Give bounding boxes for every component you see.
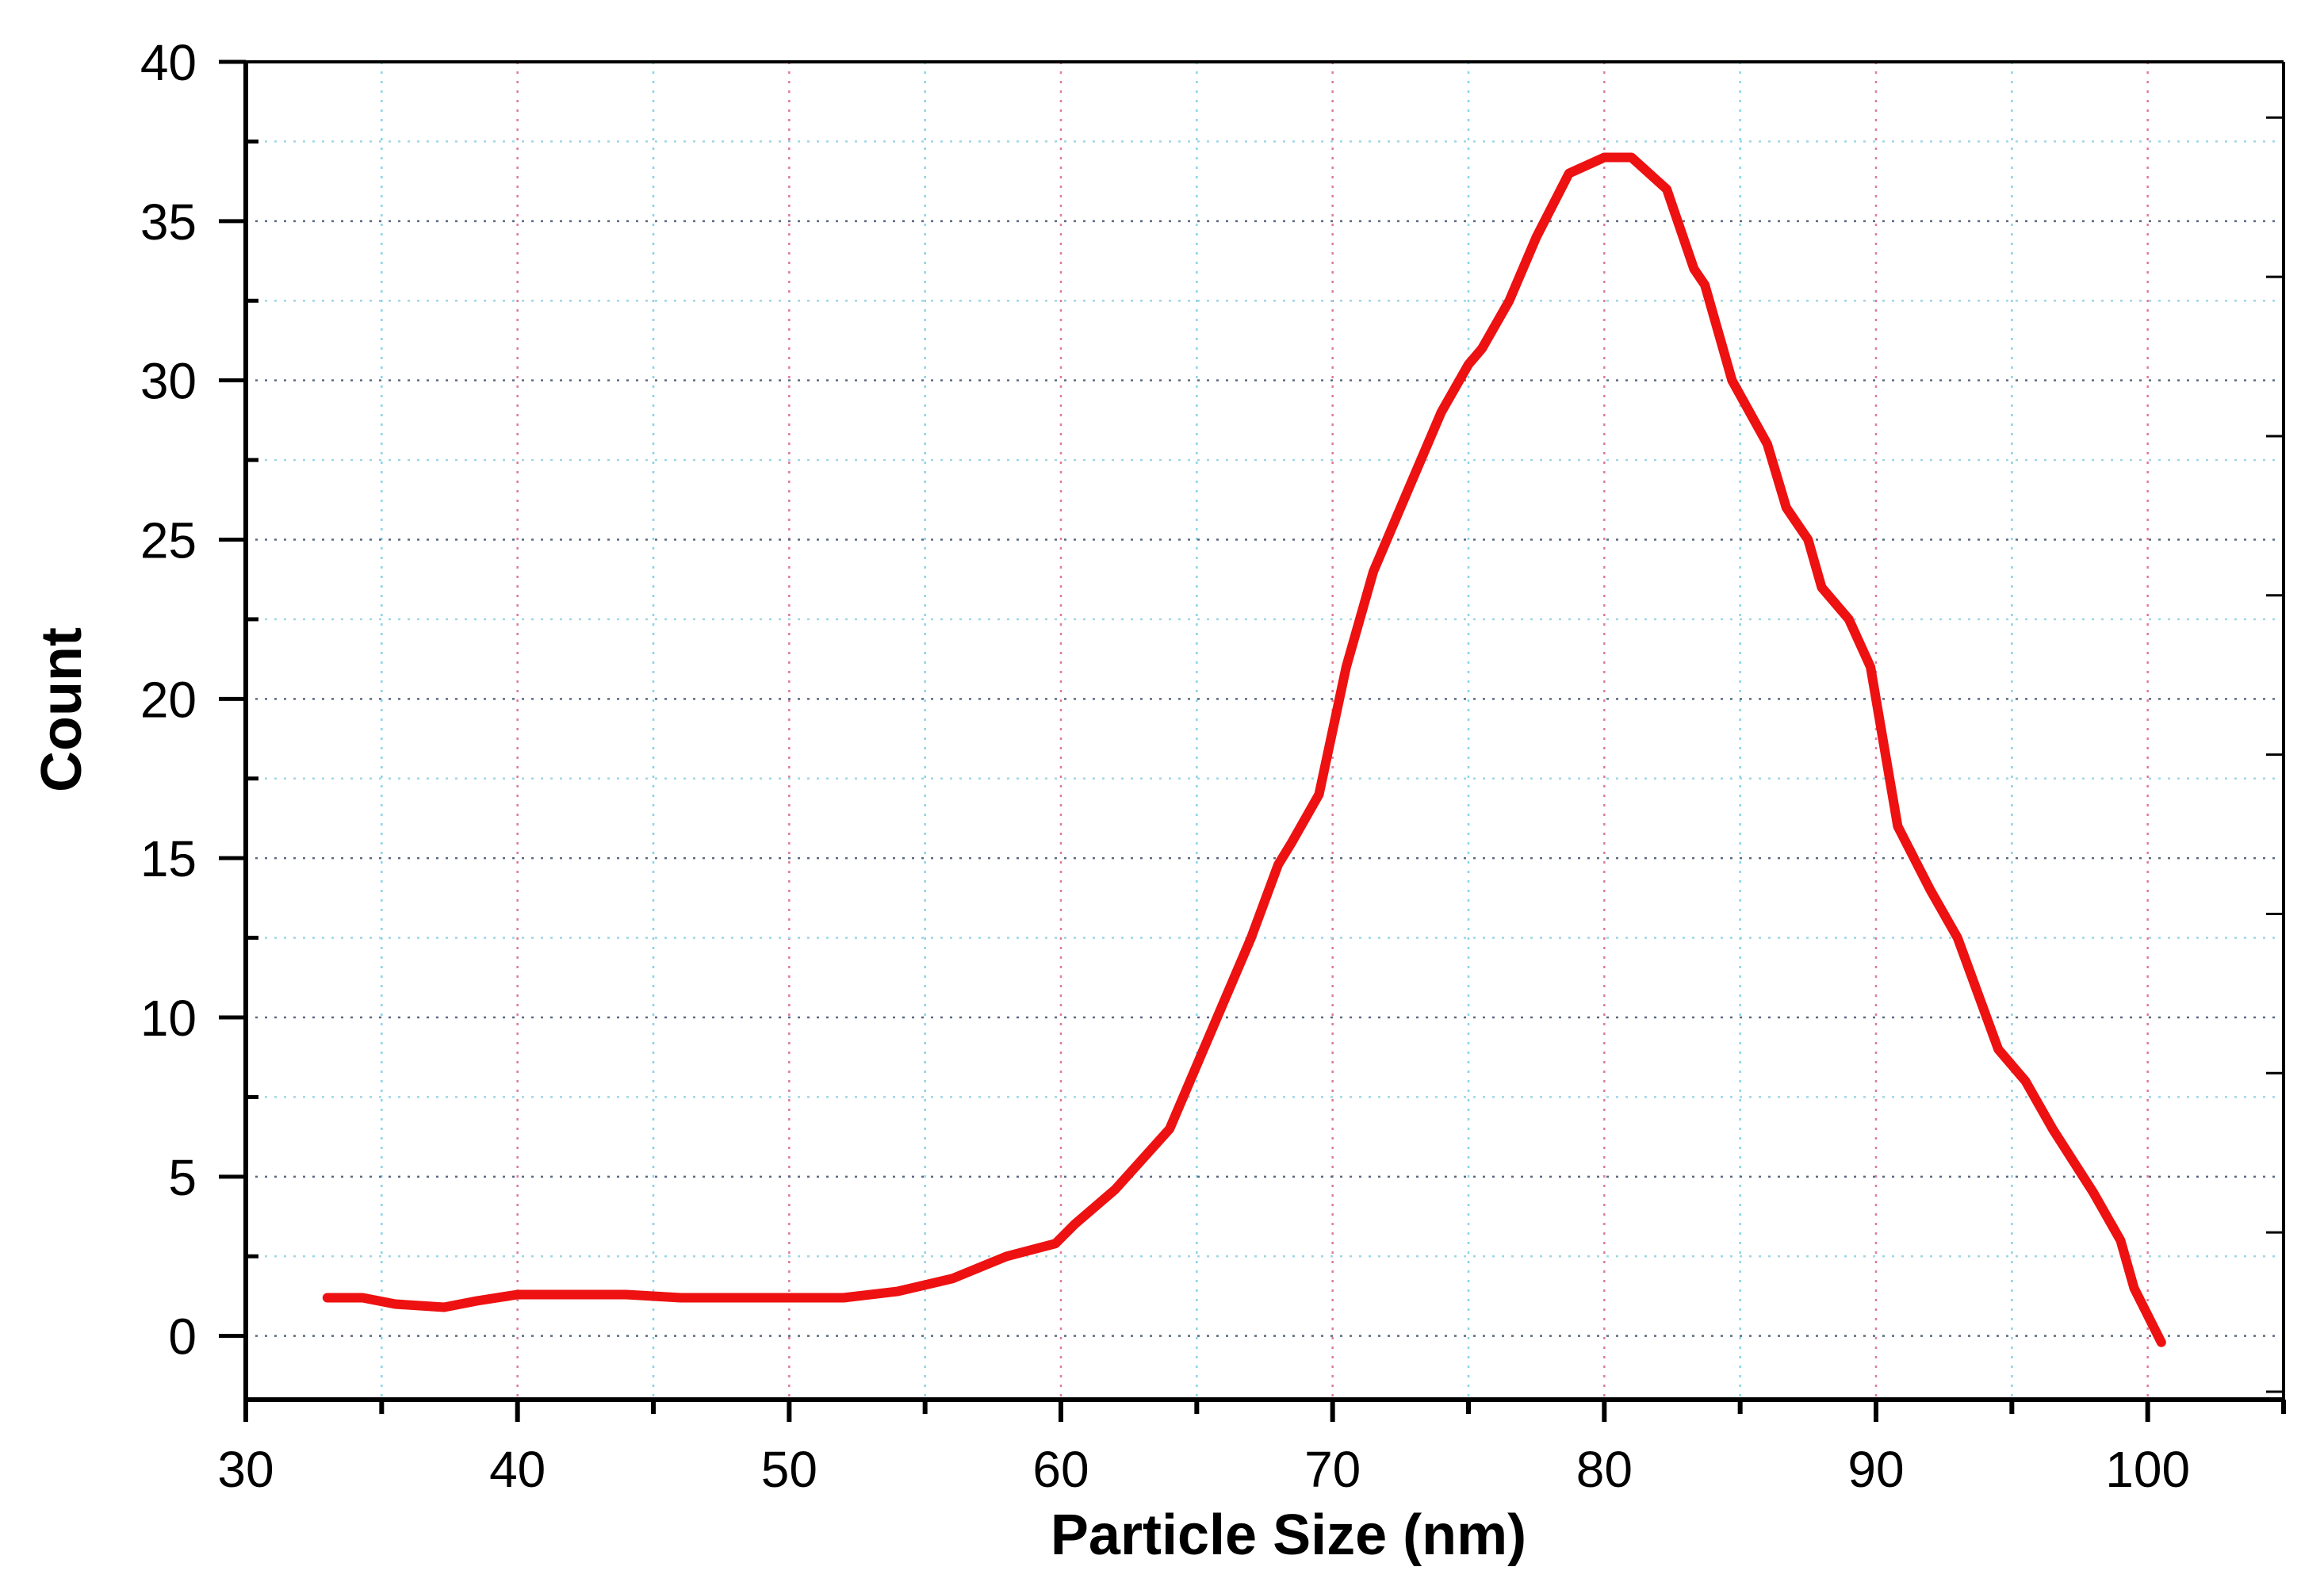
data-point	[1601, 155, 1607, 161]
data-point	[1846, 616, 1852, 623]
x-tick-label: 60	[1032, 1441, 1089, 1498]
x-tick-label: 80	[1576, 1441, 1633, 1498]
series-layer	[322, 152, 2166, 1347]
y-tick-label: 15	[140, 830, 197, 887]
data-point	[1702, 282, 1708, 288]
data-point	[1783, 504, 1790, 511]
y-tick-label: 30	[140, 353, 197, 410]
data-point	[840, 1294, 847, 1301]
data-point	[1764, 441, 1771, 447]
data-point	[1112, 1186, 1119, 1193]
data-point	[392, 1301, 398, 1308]
data-point	[732, 1294, 738, 1301]
axis-ticks	[219, 59, 2286, 1422]
data-point	[949, 1275, 955, 1281]
data-point	[1928, 887, 1934, 893]
data-point	[2117, 1237, 2123, 1243]
data-point	[1316, 791, 1323, 798]
data-point	[2158, 1339, 2165, 1346]
data-point	[1690, 266, 1697, 272]
y-tick-label: 25	[140, 512, 197, 569]
data-point	[473, 1297, 480, 1304]
data-point	[1805, 537, 1811, 543]
y-tick-label: 5	[168, 1149, 197, 1206]
data-point	[1629, 155, 1635, 161]
data-point	[2090, 1190, 2096, 1196]
data-point	[1166, 1126, 1173, 1132]
data-point	[1397, 504, 1403, 511]
data-point	[1894, 823, 1901, 829]
data-point	[786, 1294, 792, 1301]
y-tick-label: 10	[140, 990, 197, 1047]
data-point	[1664, 186, 1670, 193]
data-point	[1052, 1240, 1059, 1247]
data-point	[1343, 664, 1350, 670]
x-tick-label: 70	[1304, 1441, 1361, 1498]
grid-lines	[246, 62, 2285, 1400]
data-point	[2050, 1126, 2056, 1132]
data-point	[677, 1294, 683, 1301]
data-point	[324, 1294, 331, 1301]
x-tick-label: 90	[1847, 1441, 1904, 1498]
y-tick-label: 35	[140, 193, 197, 251]
data-point	[1438, 409, 1445, 416]
x-tick-label: 30	[217, 1441, 274, 1498]
x-axis-title: Particle Size (nm)	[1051, 1504, 1526, 1567]
data-point	[1071, 1221, 1078, 1228]
data-point	[1533, 234, 1540, 240]
data-point	[1275, 861, 1281, 868]
data-point	[569, 1291, 575, 1297]
data-point	[1465, 362, 1472, 368]
data-point	[1566, 170, 1572, 177]
data-point	[1288, 839, 1295, 845]
y-tick-label: 20	[140, 671, 197, 728]
data-point	[1248, 935, 1254, 941]
data-point	[1867, 664, 1874, 670]
data-point	[894, 1288, 901, 1294]
data-point	[623, 1291, 630, 1297]
data-point	[441, 1304, 447, 1311]
data-point	[1370, 569, 1376, 575]
data-point	[1506, 297, 1512, 304]
y-axis-title: Count	[30, 627, 94, 792]
data-point	[1729, 377, 1735, 384]
data-point	[1995, 1046, 2001, 1052]
y-tick-label: 40	[140, 34, 197, 91]
data-point	[1207, 1030, 1213, 1036]
data-point	[2022, 1078, 2028, 1084]
x-tick-label: 50	[761, 1441, 817, 1498]
data-point	[1818, 584, 1824, 591]
data-point	[1955, 935, 1961, 941]
data-point	[2131, 1285, 2138, 1291]
data-point	[515, 1291, 521, 1297]
data-point	[359, 1294, 366, 1301]
x-tick-label: 100	[2105, 1441, 2190, 1498]
data-point	[1003, 1253, 1009, 1259]
tick-labels: 0 5 10 15 20 25 30 35 40 30 40 50 60 70 80 90 100	[140, 34, 2190, 1498]
series-line-count	[322, 152, 2166, 1347]
x-tick-label: 40	[489, 1441, 546, 1498]
y-tick-label: 0	[168, 1308, 197, 1366]
data-point	[1479, 346, 1485, 352]
